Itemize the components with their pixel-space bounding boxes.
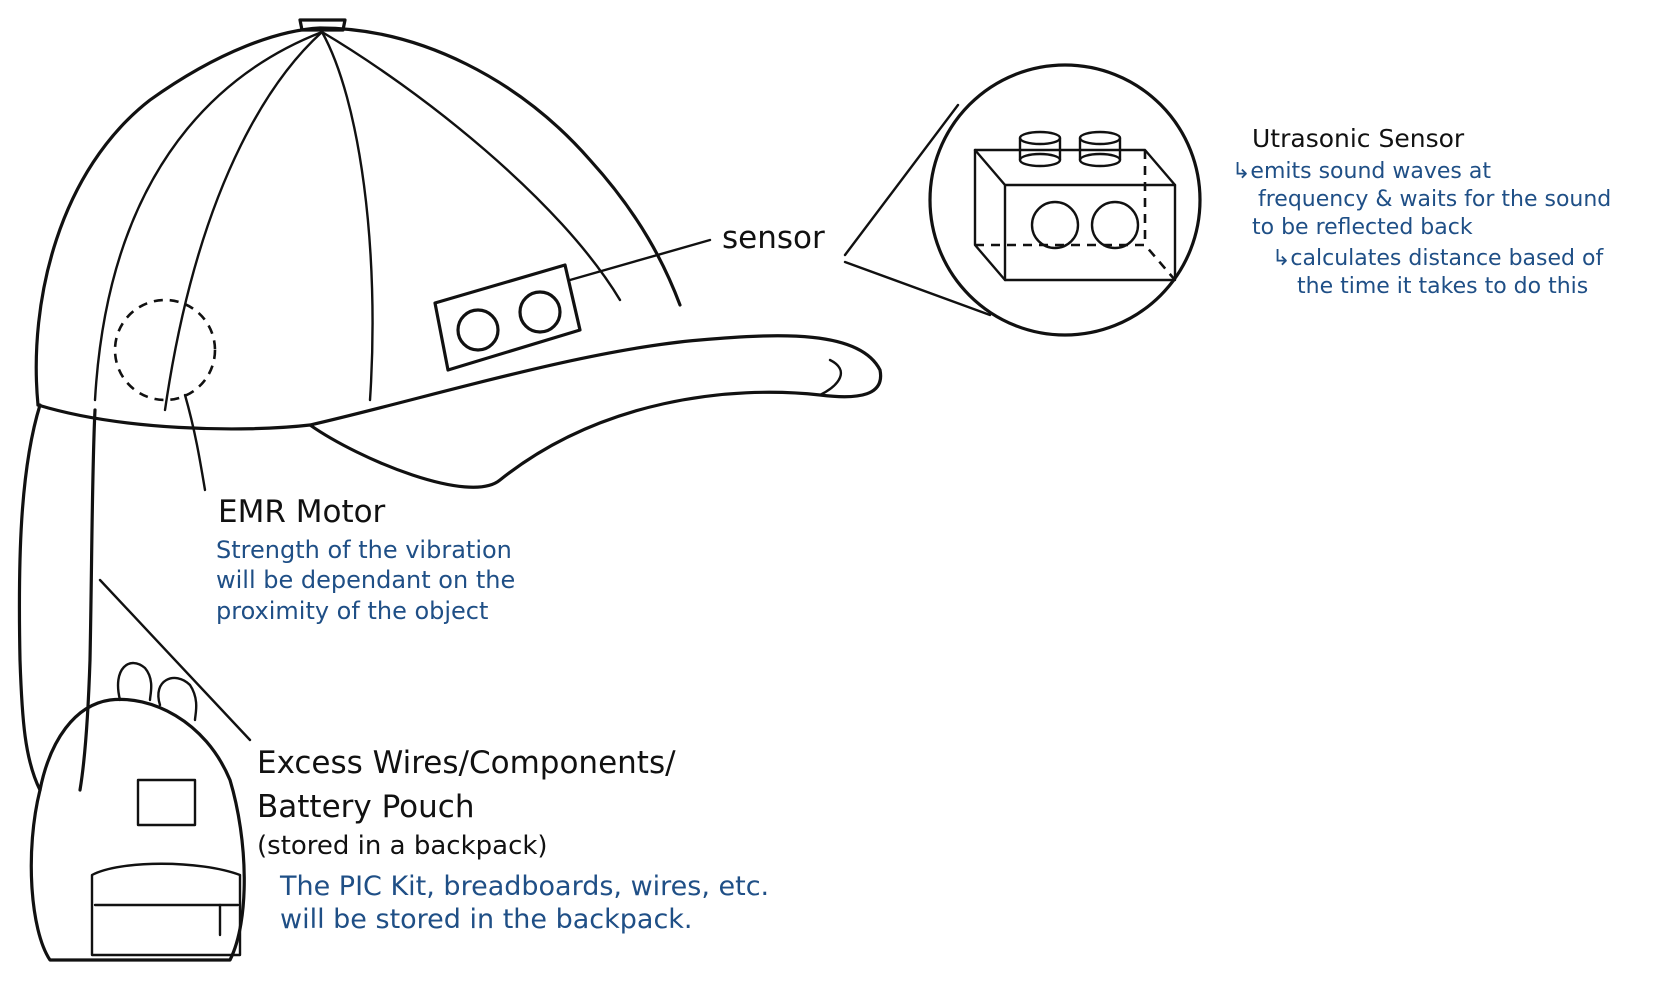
pouch-line-1: Excess Wires/Components/ bbox=[257, 745, 676, 781]
sensor-label: sensor bbox=[722, 220, 825, 256]
ultrasonic-line-3: to be reflected back bbox=[1252, 215, 1473, 240]
sensor-zoom bbox=[843, 63, 1202, 337]
backpack-drawing bbox=[29, 661, 246, 962]
ultrasonic-line-1: ↳emits sound waves at bbox=[1232, 159, 1491, 184]
pouch-note-1: The PIC Kit, breadboards, wires, etc. bbox=[280, 871, 770, 902]
motor-line-2: will be dependant on the bbox=[216, 566, 516, 594]
ultrasonic-line-4: ↳calculates distance based of bbox=[1272, 246, 1604, 271]
pouch-line-2: Battery Pouch bbox=[257, 789, 475, 825]
pouch-line-3: (stored in a backpack) bbox=[257, 831, 548, 861]
motor-line-1: Strength of the vibration bbox=[216, 536, 512, 564]
motor-line-3: proximity of the object bbox=[216, 597, 489, 625]
cap-sensor bbox=[433, 238, 712, 372]
cap-drawing bbox=[17, 18, 883, 792]
ultrasonic-line-5: the time it takes to do this bbox=[1297, 274, 1589, 299]
motor-title: EMR Motor bbox=[218, 494, 386, 530]
ultrasonic-title: Utrasonic Sensor bbox=[1252, 124, 1465, 153]
emr-motor bbox=[113, 298, 217, 492]
pouch-note-2: will be stored in the backpack. bbox=[280, 904, 693, 935]
ultrasonic-line-2: frequency & waits for the sound bbox=[1258, 187, 1612, 212]
